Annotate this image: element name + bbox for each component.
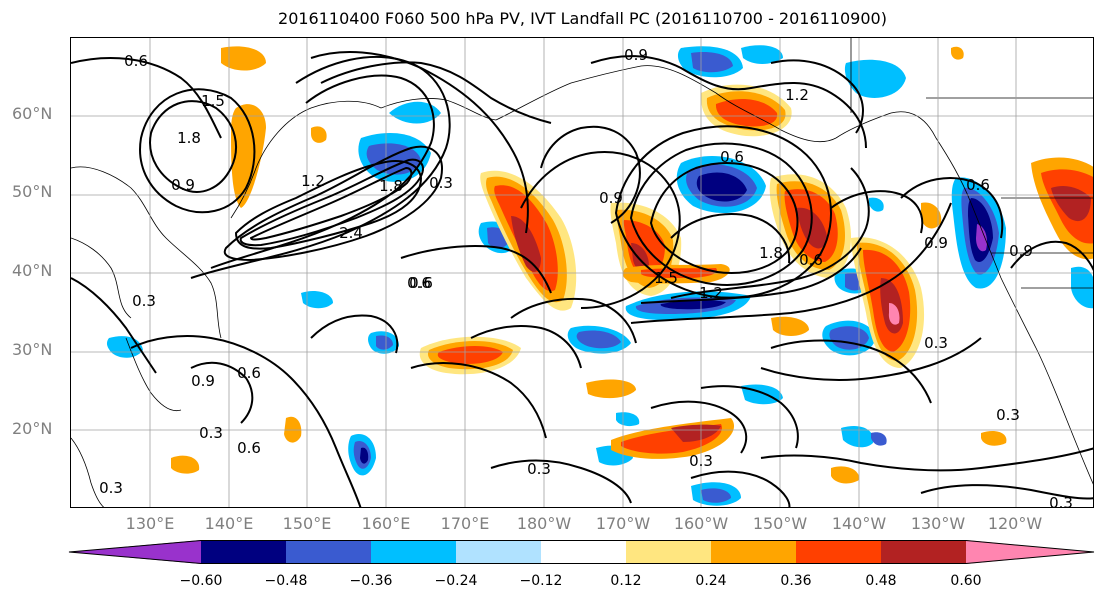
contour-label: 0.6: [237, 364, 261, 382]
contour-label: 1.2: [301, 172, 325, 190]
lon-label-120w: 120°W: [987, 514, 1043, 533]
contour-label: 0.6: [124, 52, 148, 70]
contour-label: 1.8: [379, 177, 403, 195]
contour-label: 0.6: [407, 274, 431, 292]
contour-label: 0.9: [599, 189, 623, 207]
plot-title: 2016110400 F060 500 hPa PV, IVT Landfall…: [278, 9, 887, 28]
map-canvas: 0.6 0.9 1.5 1.8 1.2 2.4 1.8 0.9 0.3 0.6 …: [71, 38, 1093, 508]
lon-label-130e: 130°E: [125, 514, 175, 533]
colorbar-tick-label: 0.36: [780, 573, 812, 589]
contour-label: 1.8: [759, 244, 783, 262]
lon-label-130w: 130°W: [910, 514, 966, 533]
contour-label: 1.2: [699, 284, 723, 302]
contour-label: 0.3: [924, 334, 948, 352]
colorbar-extend-left: [68, 540, 201, 564]
colorbar-tick-label: −0.12: [519, 573, 563, 589]
contour-label: 0.3: [1049, 494, 1073, 508]
colorbar-outline: [68, 540, 1095, 564]
colorbar-bin: [286, 540, 371, 564]
lon-label-170w: 170°W: [595, 514, 651, 533]
lon-label-140e: 140°E: [204, 514, 254, 533]
colorbar-tick-label: 0.60: [950, 573, 982, 589]
colorbar-tick-label: 0.24: [695, 573, 727, 589]
contour-label: 0.3: [99, 479, 123, 497]
contour-label: 0.9: [924, 234, 948, 252]
contour-label: 1.2: [785, 86, 809, 104]
map-panel: 0.6 0.9 1.5 1.8 1.2 2.4 1.8 0.9 0.3 0.6 …: [70, 37, 1094, 508]
colorbar-bin: [456, 540, 541, 564]
lon-label-180w: 180°W: [516, 514, 572, 533]
colorbar-tick-label: −0.36: [349, 573, 393, 589]
lat-label-30n: 30°N: [12, 340, 53, 359]
contour-label: 1.8: [177, 129, 201, 147]
contour-label: 0.3: [996, 406, 1020, 424]
contour-label: 0.3: [199, 424, 223, 442]
contour-label: 0.6: [799, 251, 823, 269]
lat-label-20n: 20°N: [12, 419, 53, 438]
lon-label-160e: 160°E: [361, 514, 411, 533]
colorbar-tick-label: 0.48: [865, 573, 897, 589]
lon-label-140w: 140°W: [831, 514, 887, 533]
contour-label: 2.4: [339, 224, 363, 242]
colorbar-bin: [881, 540, 966, 564]
lon-label-160w: 160°W: [673, 514, 729, 533]
colorbar-tick-label: −0.60: [179, 573, 223, 589]
colorbar-bin: [201, 540, 286, 564]
contour-label-group: 0.6 0.9 1.5 1.8 1.2 2.4 1.8 0.9 0.3 0.6 …: [99, 46, 1073, 508]
contour-label: 1.5: [654, 269, 678, 287]
lon-label-150w: 150°W: [752, 514, 808, 533]
colorbar-bin: [711, 540, 796, 564]
lat-label-50n: 50°N: [12, 182, 53, 201]
lon-label-150e: 150°E: [282, 514, 332, 533]
contour-label: 0.6: [966, 176, 990, 194]
contour-label: 0.3: [527, 460, 551, 478]
lon-label-170e: 170°E: [440, 514, 490, 533]
colorbar-bin: [796, 540, 881, 564]
lat-label-60n: 60°N: [12, 104, 53, 123]
gridlines: [71, 38, 1093, 507]
contour-label: 0.9: [171, 176, 195, 194]
colorbar-tick-label: −0.48: [264, 573, 308, 589]
contour-label: 0.3: [689, 452, 713, 470]
contour-label: 0.9: [624, 46, 648, 64]
contour-label: 1.5: [201, 92, 225, 110]
colorbar-bin: [371, 540, 456, 564]
colorbar-tick-label: −0.24: [434, 573, 478, 589]
contour-label: 0.3: [132, 292, 156, 310]
colorbar-bin: [541, 540, 626, 564]
contour-label: 0.6: [237, 439, 261, 457]
colorbar-tick-label: 0.12: [610, 573, 642, 589]
colorbar: [68, 540, 1095, 564]
pv-contours: [71, 51, 1093, 507]
lat-label-40n: 40°N: [12, 261, 53, 280]
contour-label: 0.6: [409, 274, 433, 292]
colorbar-bin: [626, 540, 711, 564]
shaded-anomalies: [106, 45, 1093, 506]
contour-label: 0.9: [1009, 242, 1033, 260]
contour-label: 0.9: [191, 372, 215, 390]
contour-label: 0.6: [720, 148, 744, 166]
colorbar-extend-right: [966, 540, 1094, 564]
contour-label: 0.3: [429, 174, 453, 192]
